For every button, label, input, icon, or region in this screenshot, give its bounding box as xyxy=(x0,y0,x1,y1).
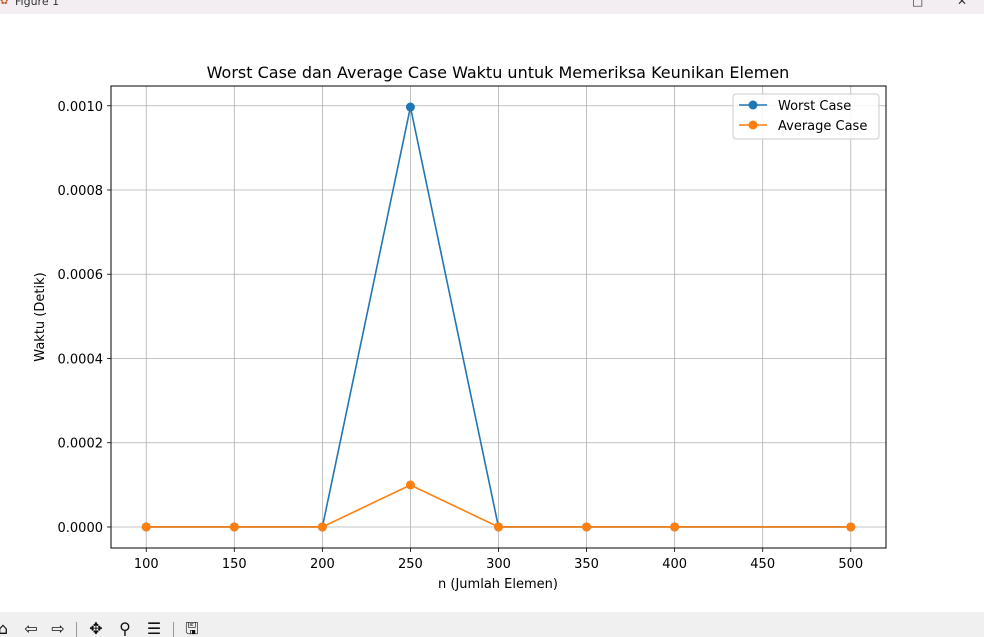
legend: Worst Case Average Case xyxy=(732,93,880,140)
matplotlib-icon: ✿ xyxy=(0,0,9,7)
back-icon[interactable]: ⇦ xyxy=(24,619,38,637)
pan-icon[interactable]: ✥ xyxy=(89,619,103,637)
legend-box xyxy=(732,93,880,140)
data-point xyxy=(405,102,415,112)
chart-title: Worst Case dan Average Case Waktu untuk … xyxy=(207,63,790,82)
navigation-toolbar: ⌂ ⇦ ⇨ ✥ ⚲ ☰ 🖫 xyxy=(0,612,984,637)
x-tick-label: 300 xyxy=(486,557,511,572)
x-tick-label: 250 xyxy=(398,557,423,572)
data-point xyxy=(846,522,856,532)
legend-label: Average Case xyxy=(778,119,867,134)
y-axis-label: Waktu (Detik) xyxy=(33,272,48,361)
close-icon[interactable]: ✕ xyxy=(957,0,968,8)
window-titlebar: ✿ Figure 1 □ ✕ xyxy=(0,0,984,14)
data-point xyxy=(405,480,415,490)
y-tick-label: 0.0010 xyxy=(58,100,104,115)
home-icon[interactable]: ⌂ xyxy=(0,619,9,637)
x-tick-label: 400 xyxy=(662,557,687,572)
data-point xyxy=(582,522,592,532)
forward-icon[interactable]: ⇨ xyxy=(51,619,65,637)
y-tick-label: 0.0008 xyxy=(58,184,104,199)
series-line xyxy=(146,484,851,528)
toolbar-separator xyxy=(173,622,174,637)
data-point xyxy=(229,522,239,532)
figure-canvas: 100 150 200 250 300 350 400 450 500 0.0000 0.0002 0… xyxy=(0,14,984,612)
x-axis-label: n (Jumlah Elemen) xyxy=(438,577,558,592)
data-point xyxy=(670,522,680,532)
y-tick-label: 0.0006 xyxy=(58,268,104,283)
line-chart: 100 150 200 250 300 350 400 450 500 0.0000 0.0002 0… xyxy=(33,63,887,592)
x-tick-label: 200 xyxy=(310,557,335,572)
data-point xyxy=(141,522,151,532)
zoom-icon[interactable]: ⚲ xyxy=(119,619,131,637)
x-tick-label: 450 xyxy=(750,557,775,572)
window-title: Figure 1 xyxy=(15,0,60,8)
x-tick-label: 100 xyxy=(134,557,159,572)
x-tick-label: 150 xyxy=(222,557,247,572)
data-point xyxy=(317,522,327,532)
legend-marker xyxy=(748,100,758,110)
legend-marker xyxy=(748,120,758,130)
axis-ticks: 100 150 200 250 300 350 400 450 500 0.0000 0.0002 0… xyxy=(58,100,864,572)
series-layer xyxy=(141,102,856,532)
series-average-case xyxy=(141,480,856,532)
maximize-icon[interactable]: □ xyxy=(912,0,924,8)
y-tick-label: 0.0002 xyxy=(58,437,104,452)
x-tick-label: 350 xyxy=(574,557,599,572)
legend-label: Worst Case xyxy=(778,99,851,114)
data-point xyxy=(494,522,503,532)
y-tick-label: 0.0004 xyxy=(58,352,104,367)
toolbar-separator xyxy=(76,622,77,637)
configure-subplots-icon[interactable]: ☰ xyxy=(146,619,162,637)
save-icon[interactable]: 🖫 xyxy=(185,619,199,637)
y-tick-label: 0.0000 xyxy=(58,521,104,536)
grid xyxy=(111,86,886,548)
x-tick-label: 500 xyxy=(838,557,863,572)
